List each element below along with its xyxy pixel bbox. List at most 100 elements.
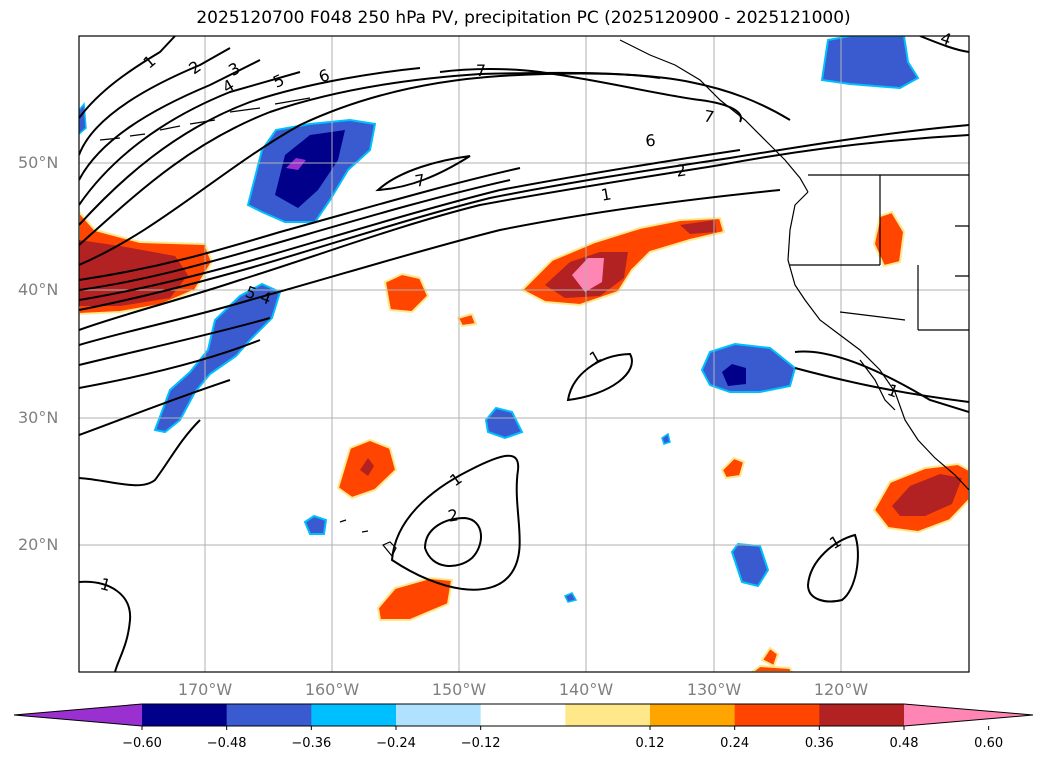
colorbar-segment <box>311 704 397 726</box>
contour-5 <box>79 67 421 226</box>
precip-neg-mid-dark <box>722 364 746 386</box>
contour-label: 2 <box>674 160 687 180</box>
colorbar-tick-label: 0.48 <box>889 736 919 751</box>
precip-neg-nw-purple <box>286 158 306 170</box>
contour-label: 1 <box>586 346 604 368</box>
contour-2-jet <box>79 124 969 311</box>
contour-label: 6 <box>645 131 657 151</box>
contour-5-jet <box>79 167 521 281</box>
colorbar-segment <box>565 704 651 726</box>
colorbar-extend-low <box>14 704 142 726</box>
colorbar-tick-label: −0.24 <box>376 736 416 751</box>
contour-7-closed <box>375 155 471 192</box>
precip-region-central-dark2 <box>680 220 716 234</box>
contour-7-main <box>79 72 791 266</box>
contour-label: 1 <box>446 469 465 490</box>
contour-2 <box>79 47 231 156</box>
contour-s1 <box>79 317 271 366</box>
precip-neg-s5 <box>563 592 578 603</box>
contour-label: 2 <box>446 505 459 525</box>
precip-positive-anomalies <box>79 210 969 672</box>
alaska-coast <box>619 39 809 193</box>
colorbar-extend-high <box>904 704 1033 726</box>
alaska-islands <box>99 97 311 141</box>
contour-1-jet <box>79 134 969 331</box>
coastlines <box>99 39 969 558</box>
precip-region-small-3-dark <box>360 458 374 476</box>
precip-neg-mid <box>700 342 797 393</box>
contour-s3 <box>79 379 231 436</box>
contour-s2 <box>79 339 261 389</box>
lon-label-160w: 160°W <box>304 680 360 699</box>
lat-label-20: 20°N <box>18 535 59 554</box>
contour-1-hawaii <box>390 454 521 591</box>
colorbar-tick-label: −0.48 <box>206 736 247 751</box>
lon-label-130w: 130°W <box>686 680 742 699</box>
precip-region-small-5 <box>720 456 746 480</box>
lat-label-40: 40°N <box>18 280 59 299</box>
baja <box>859 359 896 411</box>
lat-label-30: 30°N <box>18 408 59 427</box>
contour-label: 5 <box>270 70 287 92</box>
us-states <box>790 175 969 331</box>
colorbar-segment <box>396 704 482 726</box>
contour-s4 <box>79 419 201 487</box>
precip-neg-s2 <box>484 406 524 440</box>
precip-region-small-6 <box>760 646 780 668</box>
contour-6-jet <box>79 189 781 346</box>
pv-contours <box>79 36 969 672</box>
precip-region-central-pink <box>572 258 604 292</box>
contour-label: 1 <box>98 574 113 595</box>
contour-4-ne <box>919 36 969 53</box>
contour-label: 4 <box>938 28 954 49</box>
precip-region-small-4 <box>376 576 454 621</box>
precip-neg-nw-dark <box>275 130 345 208</box>
precip-region-small-1 <box>383 272 430 314</box>
hawaii <box>339 519 397 558</box>
colorbar-tick-label: −0.36 <box>291 736 332 751</box>
precip-neg-ne <box>820 36 920 90</box>
colorbar-tick-label: −0.60 <box>122 736 162 751</box>
precip-neg-s6 <box>79 102 87 135</box>
contour-3 <box>79 59 261 181</box>
contour-1-east <box>794 350 969 413</box>
precip-region-small-7 <box>750 664 794 672</box>
precip-region-small-2 <box>456 312 478 328</box>
lon-label-150w: 150°W <box>431 680 487 699</box>
colorbar-segment <box>142 704 228 726</box>
contour-1-se <box>806 533 859 603</box>
colorbar <box>13 703 1034 730</box>
precip-neg-s4 <box>661 432 671 445</box>
na-coast <box>787 191 969 491</box>
precip-region-se-dark <box>892 474 962 516</box>
contour-label: 7 <box>476 61 486 80</box>
precip-negative-anomalies <box>79 36 920 603</box>
contour-7-north <box>439 68 742 123</box>
lon-label-120w: 120°W <box>813 680 869 699</box>
colorbar-tick-label: 0.12 <box>635 736 665 751</box>
contour-label: 7 <box>413 170 426 190</box>
colorbar-segment <box>480 704 566 726</box>
colorbar-segment <box>819 704 905 726</box>
map-title: 2025120700 F048 250 hPa PV, precipitatio… <box>196 8 851 28</box>
contour-1-sw <box>79 580 132 672</box>
plot-frame <box>78 35 970 673</box>
contour-label: 7 <box>702 106 715 126</box>
precip-neg-s1 <box>730 542 770 588</box>
precip-neg-s3 <box>303 514 328 535</box>
graticule <box>79 36 969 672</box>
precip-region-coast <box>872 210 906 268</box>
colorbar-tick-label: −0.12 <box>460 736 501 751</box>
colorbar-segment <box>734 704 820 726</box>
contour-3-jet <box>79 149 741 301</box>
contour-2-hawaii <box>423 516 482 568</box>
map-plot-area <box>79 36 969 672</box>
colorbar-tick-label: 0.24 <box>720 736 750 751</box>
colorbar-segment <box>650 704 736 726</box>
lon-label-170w: 170°W <box>177 680 233 699</box>
contour-1-north <box>79 36 176 119</box>
contour-label: 1 <box>599 184 612 204</box>
contour-4 <box>79 71 301 206</box>
colorbar-tick-label: 0.60 <box>974 736 1004 751</box>
